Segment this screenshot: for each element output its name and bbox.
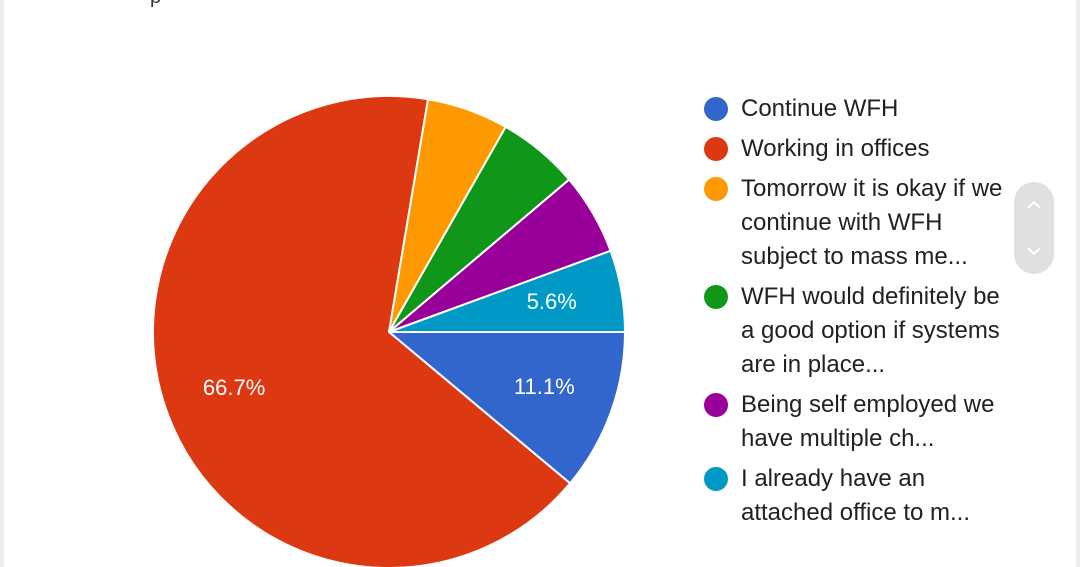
legend: Continue WFH Working in offices Tomorrow… <box>704 92 1004 536</box>
legend-label: Continue WFH <box>741 95 899 122</box>
legend-item-attached-office[interactable]: I already have an attached office to m..… <box>704 462 1004 530</box>
legend-page-up-button[interactable] <box>1014 182 1054 228</box>
pie-slice-0[interactable] <box>386 331 627 485</box>
left-edge-divider <box>0 0 4 567</box>
pie-slice-5[interactable] <box>388 249 627 333</box>
clipped-header-text: p <box>150 0 161 9</box>
legend-swatch <box>704 177 728 201</box>
legend-item-working-in-offices[interactable]: Working in offices <box>704 132 1004 166</box>
right-edge-divider <box>1076 0 1080 567</box>
legend-label: I already have an attached office to m..… <box>741 465 971 526</box>
legend-label: Tomorrow it is okay if we continue with … <box>741 175 1003 270</box>
legend-pager <box>1014 182 1054 274</box>
legend-swatch <box>704 285 728 309</box>
legend-label: Working in offices <box>741 135 930 162</box>
legend-swatch <box>704 137 728 161</box>
pie-slice-label-0: 11.1% <box>514 374 575 399</box>
legend-label: Being self employed we have multiple ch.… <box>741 391 995 452</box>
chevron-down-icon <box>1027 247 1041 256</box>
legend-item-tomorrow-okay[interactable]: Tomorrow it is okay if we continue with … <box>704 172 1004 274</box>
legend-item-wfh-good-option[interactable]: WFH would definitely be a good option if… <box>704 280 1004 382</box>
legend-swatch <box>704 97 728 121</box>
pie-chart: 11.1% 66.7% 5.6% <box>152 95 627 567</box>
legend-label: WFH would definitely be a good option if… <box>741 283 1000 378</box>
legend-swatch <box>704 393 728 417</box>
legend-item-continue-wfh[interactable]: Continue WFH <box>704 92 1004 126</box>
pie-slice-label-1: 66.7% <box>203 375 265 400</box>
pie-slice-label-5: 5.6% <box>527 289 577 314</box>
legend-page-down-button[interactable] <box>1014 228 1054 274</box>
chevron-up-icon <box>1027 200 1041 209</box>
legend-swatch <box>704 467 728 491</box>
pie-slice-1[interactable] <box>152 95 572 567</box>
legend-item-self-employed[interactable]: Being self employed we have multiple ch.… <box>704 388 1004 456</box>
